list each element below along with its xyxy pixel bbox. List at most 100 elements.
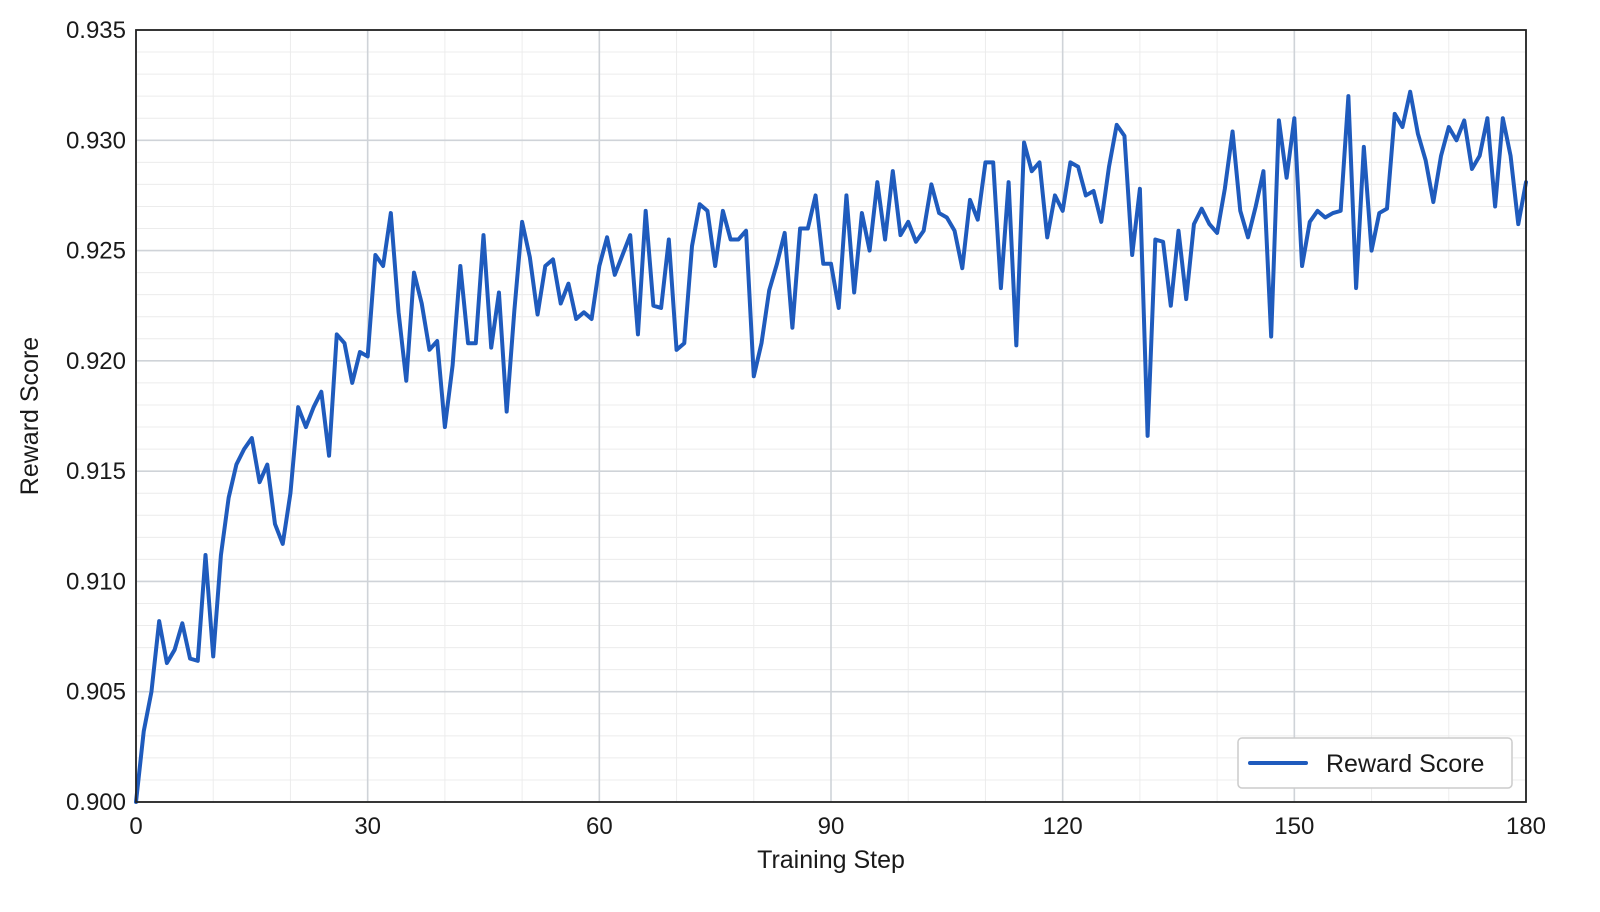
data-point	[1231, 129, 1235, 133]
data-point	[590, 317, 594, 321]
data-point	[744, 229, 748, 233]
data-point	[976, 218, 980, 222]
data-point	[157, 619, 161, 623]
data-point	[574, 317, 578, 321]
data-point	[165, 661, 169, 665]
data-point	[1300, 264, 1304, 268]
data-point	[281, 542, 285, 546]
data-point	[860, 211, 864, 215]
data-point	[651, 304, 655, 308]
data-point	[1038, 160, 1042, 164]
data-point	[1346, 94, 1350, 98]
data-point	[760, 341, 764, 345]
data-point	[983, 160, 987, 164]
data-point	[628, 233, 632, 237]
data-point	[1115, 123, 1119, 127]
data-point	[1238, 209, 1242, 213]
data-point	[1076, 165, 1080, 169]
data-point	[1215, 231, 1219, 235]
data-point	[605, 235, 609, 239]
y-tick-label: 0.910	[66, 568, 126, 595]
data-point	[505, 410, 509, 414]
data-point	[404, 379, 408, 383]
data-point	[752, 374, 756, 378]
data-point	[1192, 222, 1196, 226]
data-point	[922, 229, 926, 233]
data-point	[929, 182, 933, 186]
data-point	[1308, 220, 1312, 224]
data-point	[1485, 116, 1489, 120]
y-tick-label: 0.935	[66, 17, 126, 44]
data-point	[350, 381, 354, 385]
data-point	[690, 244, 694, 248]
reward-score-line	[134, 89, 1528, 804]
data-point	[1084, 193, 1088, 197]
data-point	[335, 332, 339, 336]
y-tick-label: 0.900	[66, 789, 126, 816]
data-point	[852, 290, 856, 294]
data-point	[1030, 169, 1034, 173]
data-point	[227, 496, 231, 500]
data-point	[466, 341, 470, 345]
data-point	[219, 553, 223, 557]
data-point	[582, 310, 586, 314]
data-point	[1516, 222, 1520, 226]
data-point	[1254, 204, 1258, 208]
data-point	[358, 350, 362, 354]
y-tick-label: 0.915	[66, 458, 126, 485]
data-point	[1292, 116, 1296, 120]
data-point	[427, 348, 431, 352]
y-tick-label: 0.930	[66, 127, 126, 154]
data-point	[790, 326, 794, 330]
data-point	[1130, 253, 1134, 257]
data-point	[1200, 207, 1204, 211]
data-point	[1424, 158, 1428, 162]
data-point	[497, 290, 501, 294]
data-point	[1447, 125, 1451, 129]
data-point	[783, 231, 787, 235]
data-point	[906, 220, 910, 224]
data-point	[512, 308, 516, 312]
data-point	[474, 341, 478, 345]
data-point	[1107, 165, 1111, 169]
data-point	[366, 354, 370, 358]
data-point	[312, 405, 316, 409]
data-point	[814, 193, 818, 197]
data-point	[520, 220, 524, 224]
data-point	[1501, 116, 1505, 120]
data-point	[173, 648, 177, 652]
x-tick-label: 0	[129, 813, 142, 840]
data-point	[721, 209, 725, 213]
data-point	[304, 425, 308, 429]
data-point	[597, 264, 601, 268]
data-point	[551, 257, 555, 261]
data-point	[644, 209, 648, 213]
data-point	[435, 339, 439, 343]
data-point	[489, 346, 493, 350]
data-point	[937, 211, 941, 215]
data-point	[1455, 138, 1459, 142]
x-tick-label: 120	[1043, 813, 1083, 840]
data-point	[1323, 215, 1327, 219]
data-point	[868, 249, 872, 253]
data-point	[837, 306, 841, 310]
data-point	[265, 463, 269, 467]
y-tick-label: 0.920	[66, 348, 126, 375]
x-tick-label: 30	[354, 813, 381, 840]
data-point	[806, 227, 810, 231]
data-point	[999, 286, 1003, 290]
data-point	[1223, 187, 1227, 191]
data-point	[705, 209, 709, 213]
data-point	[397, 310, 401, 314]
data-point	[675, 348, 679, 352]
data-point	[389, 211, 393, 215]
data-point	[953, 229, 957, 233]
data-point	[968, 198, 972, 202]
data-point	[458, 264, 462, 268]
data-point	[288, 491, 292, 495]
data-point	[273, 522, 277, 526]
data-point	[613, 273, 617, 277]
data-point	[1169, 304, 1173, 308]
data-point	[682, 341, 686, 345]
y-tick-label: 0.925	[66, 238, 126, 265]
